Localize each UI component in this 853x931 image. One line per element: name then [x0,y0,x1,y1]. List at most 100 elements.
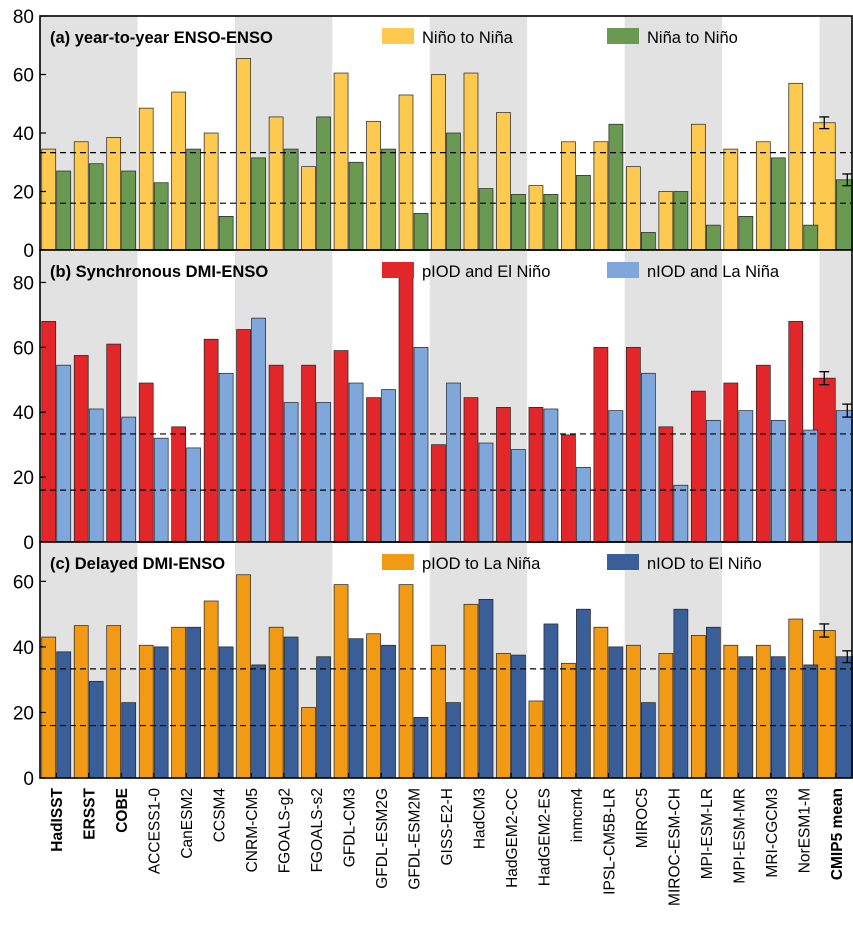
bar [171,626,187,779]
bar [770,419,786,543]
bar [56,651,72,779]
bar [186,148,202,251]
bar [316,402,331,543]
panel-title: (b) Synchronous DMI-ENSO [50,263,268,281]
error-bar [819,623,830,638]
bar [106,137,122,251]
bar [788,321,804,543]
bar [658,653,674,779]
bar [73,625,89,779]
bar [478,442,494,543]
x-tick-label: HadGEM2-ES [536,788,553,886]
bar [511,654,526,779]
x-tick-label: HadGEM2-CC [504,788,521,888]
bar [463,603,479,779]
bar [283,636,299,779]
bar [218,372,234,543]
bar [690,635,706,779]
shaded-band [624,16,723,250]
legend-entry: nIOD to El Niño [607,554,762,573]
x-tick-label: MIROC5 [634,788,651,848]
bar [413,213,429,251]
bar [333,350,349,543]
bar [641,372,656,543]
bar [446,132,461,251]
shaded-band [429,250,528,542]
bar [738,216,754,251]
x-tick-label: GISS-E2-H [439,788,456,866]
legend-label: Niña to Niño [647,29,738,47]
bar [705,626,721,779]
bar [673,484,689,543]
bar [381,644,396,779]
error-bar [842,173,853,187]
legend-swatch [607,262,639,278]
error-bar [842,403,853,418]
x-tick-label: GFDL-ESM2G [374,788,391,889]
panel-3: 0 20 40 60 (c) Delayed DMI-ENSO pIOD to La Ni… [13,541,853,790]
bar [576,467,591,543]
bar [723,148,739,251]
shaded-band [429,16,528,250]
bar [366,397,381,543]
bar [301,364,316,543]
shaded-band [234,16,333,250]
bar [301,707,316,779]
legend-label: nIOD and La Niña [647,263,780,281]
panel-1: 0 20 40 60 80 (a) year-to-year ENSO-ENSO Niño … [13,7,853,262]
bar [543,408,559,543]
bar [496,653,511,779]
bar [626,346,641,543]
bar [788,618,804,779]
x-tick-label: GFDL-ESM2M [407,788,424,890]
bar [626,644,641,779]
bar [348,382,364,543]
bar [138,107,154,251]
x-tick-label: CMIP5 mean [829,788,846,880]
legend-label: pIOD and El Niño [422,263,550,281]
bar [496,112,511,251]
y-tick-label: 0 [23,533,34,554]
x-tick-label: FGOALS-s2 [309,788,326,872]
bar [705,419,721,543]
bar [770,656,786,779]
bar [56,364,72,543]
bar [478,599,494,779]
bar [106,625,122,779]
bar [186,447,202,543]
x-tick-label: COBE [114,788,131,833]
bar [431,74,446,251]
bar [803,664,819,779]
shaded-band [429,542,528,778]
bar [251,317,266,543]
bar [56,170,72,251]
bar [203,132,219,251]
bar [153,182,169,251]
bar [413,346,429,543]
y-tick-label: 60 [13,572,34,593]
bar [316,116,331,251]
bar [835,179,853,251]
bar [171,426,187,543]
bar [41,636,57,779]
bar [463,397,479,543]
legend-label: nIOD to El Niño [647,555,762,573]
bar [803,224,819,251]
shaded-band [40,542,138,778]
y-tick-label: 60 [13,66,34,87]
bar [203,338,219,543]
x-tick-label: MPI-ESM-MR [731,788,748,884]
bar [121,702,137,779]
x-tick-label: HadISST [49,787,66,851]
bar [608,646,624,779]
bar [723,382,739,543]
bar [218,646,234,779]
legend-swatch [382,28,414,44]
bar [755,364,771,543]
bar [153,646,169,779]
bar [561,434,576,543]
bar [803,429,819,543]
bar [236,58,251,251]
legend-entry: Niño to Niña [382,28,514,47]
